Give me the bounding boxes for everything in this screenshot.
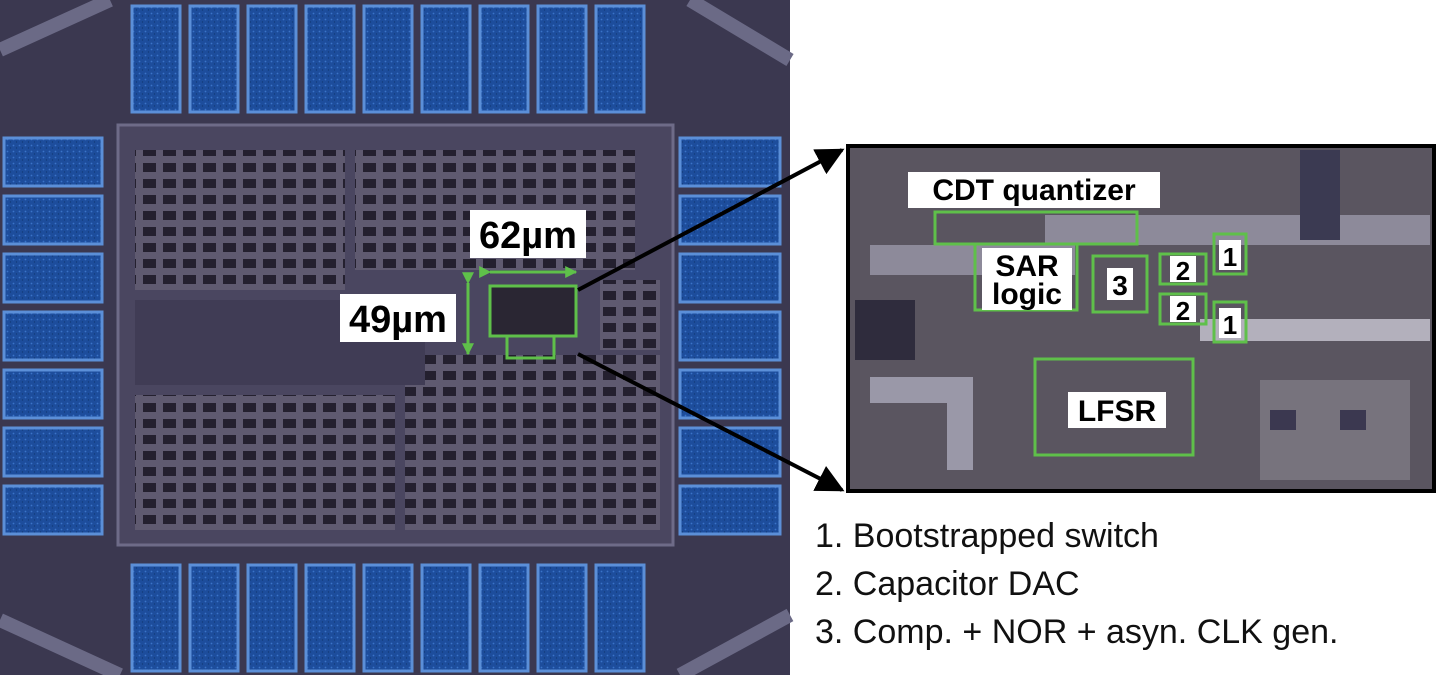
width-label: 62µm [479,215,577,257]
block-2a-label: 2 [1176,256,1190,286]
sar-label-line1: SAR [995,250,1059,283]
sar-label-line2: logic [992,278,1062,311]
lfsr-block [1033,357,1195,457]
pads-right [678,136,782,536]
block-1b-outline [1212,300,1248,344]
height-label-box [340,294,456,342]
block-1a-label: 1 [1223,242,1237,272]
block-3-label: 3 [1112,270,1128,301]
cdt-quantizer-label: CDT quantizer [932,174,1136,207]
zoom-arrow-top [577,148,845,292]
block-2a-outline [1158,252,1208,286]
adc-highlight [462,266,578,360]
zoom-blocks [933,210,1248,457]
cell-array-bottom-left [135,395,395,530]
pads-bottom [130,563,646,673]
height-label: 49µm [349,299,447,341]
cell-array-bottom-right [405,355,660,530]
legend-item-2: 2. Capacitor DAC [815,565,1080,603]
legend: 1. Bootstrapped switch 2. Capacitor DAC … [815,512,1338,656]
legend-item-3: 3. Comp. + NOR + asyn. CLK gen. [815,613,1339,651]
block-1b-label: 1 [1223,310,1237,340]
block-2b-outline [1158,292,1208,326]
pads-left [2,136,104,536]
cell-array-top-left [135,150,345,290]
width-label-box [470,210,586,258]
zoom-arrow-bottom [577,352,845,492]
block-1a-outline [1212,232,1248,276]
pads-top [130,4,646,114]
legend-item-1: 1. Bootstrapped switch [815,517,1159,555]
block-3-outline [1091,254,1149,314]
block-2b-label: 2 [1176,296,1190,326]
lfsr-label: LFSR [1078,395,1157,428]
